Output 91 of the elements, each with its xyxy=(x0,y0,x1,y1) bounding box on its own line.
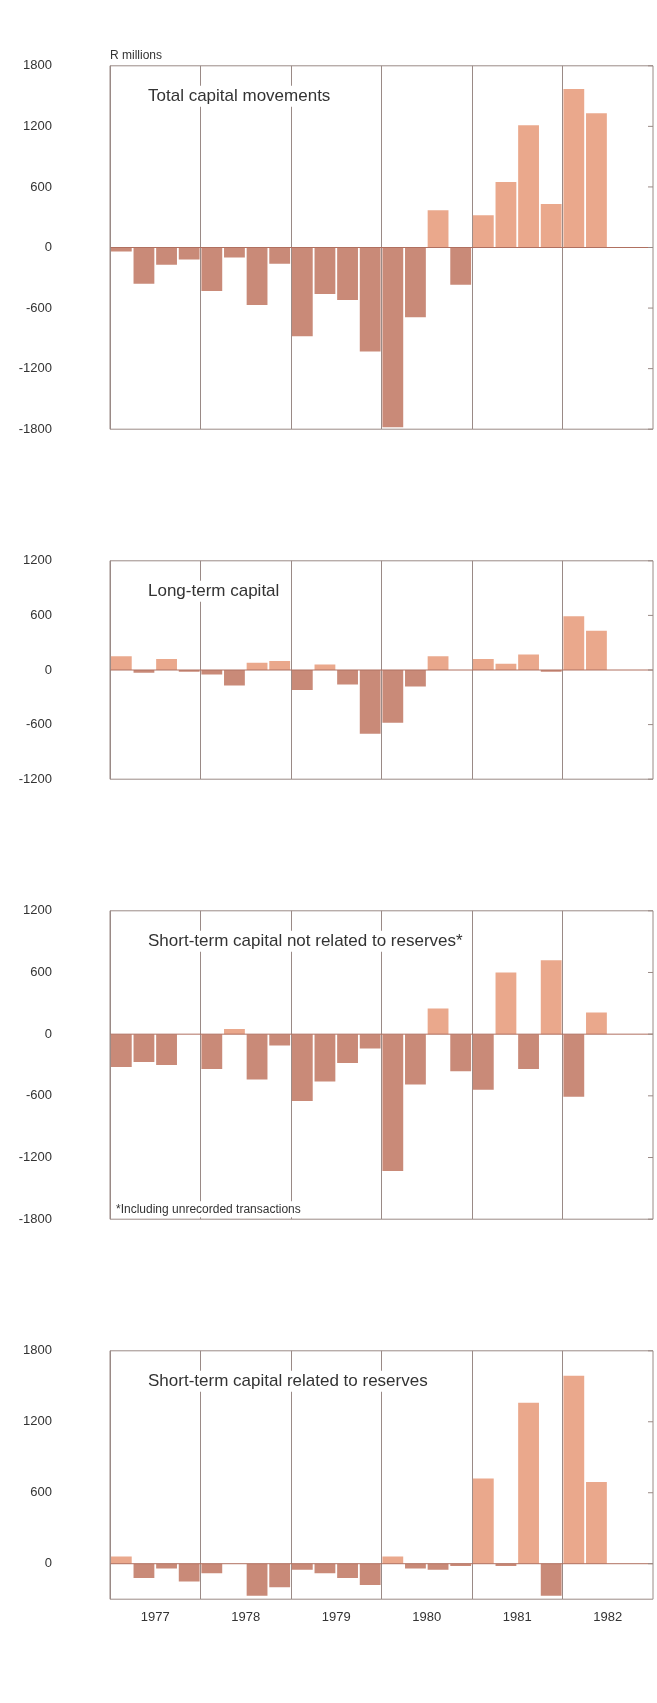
bar xyxy=(563,616,585,670)
bar xyxy=(586,1012,607,1035)
bar xyxy=(291,247,313,337)
bar xyxy=(495,181,517,248)
bar xyxy=(405,670,426,687)
bar xyxy=(133,1563,155,1578)
bar xyxy=(269,247,291,264)
bar xyxy=(563,1034,585,1097)
y-tick-label: 1800 xyxy=(23,1342,52,1358)
y-tick-label: 1200 xyxy=(23,1413,52,1429)
y-tick-label: 1200 xyxy=(23,902,52,918)
bar xyxy=(405,247,426,318)
bar xyxy=(224,1029,245,1035)
bar xyxy=(450,1034,472,1072)
bar xyxy=(314,1034,336,1082)
bar xyxy=(472,1034,494,1090)
x-tick-label: 1979 xyxy=(321,1608,351,1624)
bar xyxy=(224,247,245,258)
y-tick-label: 0 xyxy=(44,239,52,255)
bar xyxy=(495,972,517,1035)
y-tick-label: -1200 xyxy=(18,770,52,786)
bar xyxy=(472,659,494,670)
y-tick-label: 1200 xyxy=(23,552,52,568)
y-tick-label: 0 xyxy=(44,1555,52,1571)
bar xyxy=(540,1563,562,1596)
y-tick-label: 1200 xyxy=(23,117,52,133)
annotation: *Including unrecorded transactions xyxy=(116,1201,301,1216)
x-tick-label: 1977 xyxy=(140,1608,170,1624)
bar xyxy=(291,1563,313,1570)
bar xyxy=(133,1034,155,1062)
y-tick-label: 600 xyxy=(30,178,52,194)
bar xyxy=(246,1034,268,1080)
bar xyxy=(427,1563,449,1570)
y-tick-label: 0 xyxy=(44,1025,52,1041)
bar xyxy=(246,247,268,306)
y-tick-label: 600 xyxy=(30,1484,52,1500)
y-tick-label: -1200 xyxy=(18,1149,52,1165)
bar xyxy=(427,656,449,670)
text: Total capital movements xyxy=(148,85,331,105)
y-tick-label: -1800 xyxy=(18,420,52,436)
bar xyxy=(314,1563,336,1574)
y-tick-label: 600 xyxy=(30,606,52,622)
y-tick-label: -1800 xyxy=(18,1210,52,1226)
y-tick-label: -1200 xyxy=(18,360,52,376)
x-tick-label: 1982 xyxy=(593,1608,623,1624)
x-tick-label: 1981 xyxy=(502,1608,532,1624)
bar xyxy=(586,1482,607,1564)
bar xyxy=(405,1034,426,1085)
y-tick-label: -600 xyxy=(25,1087,52,1103)
bar xyxy=(518,125,539,248)
bar xyxy=(110,656,132,670)
bar xyxy=(359,1563,381,1586)
bar xyxy=(314,247,336,294)
y-tick-label: 1800 xyxy=(23,57,52,73)
bar xyxy=(472,215,494,248)
bar xyxy=(450,247,472,285)
bar xyxy=(291,1034,313,1101)
y-tick-label: 600 xyxy=(30,964,52,980)
x-tick-label: 1978 xyxy=(231,1608,261,1624)
bar xyxy=(472,1478,494,1564)
bar xyxy=(518,654,539,670)
y-axis-title: R millions xyxy=(110,48,163,63)
y-tick-label: -600 xyxy=(25,716,52,732)
bar xyxy=(269,1563,291,1588)
bar xyxy=(337,247,358,300)
bar xyxy=(337,670,358,685)
bar xyxy=(201,1034,223,1070)
bar xyxy=(291,670,313,691)
y-tick-label: 0 xyxy=(44,661,52,677)
text: Long-term capital xyxy=(148,580,280,600)
bar xyxy=(337,1563,358,1578)
bar xyxy=(156,659,177,670)
bar xyxy=(133,247,155,284)
y-tick-label: -600 xyxy=(25,299,52,315)
bar xyxy=(156,1034,177,1065)
bar xyxy=(337,1034,358,1063)
bar xyxy=(110,1034,132,1068)
bar xyxy=(427,1008,449,1035)
bar xyxy=(563,1375,585,1564)
text: Short-term capital related to reserves xyxy=(148,1370,428,1390)
bar xyxy=(246,1563,268,1596)
bar xyxy=(586,630,607,670)
bar xyxy=(518,1034,539,1070)
bar xyxy=(224,670,245,686)
bar xyxy=(427,210,449,248)
x-tick-label: 1980 xyxy=(412,1608,442,1624)
bar xyxy=(540,960,562,1035)
bar xyxy=(156,247,177,265)
bar xyxy=(586,113,607,248)
text: Short-term capital not related to reserves* xyxy=(148,930,464,950)
bar xyxy=(518,1402,539,1564)
